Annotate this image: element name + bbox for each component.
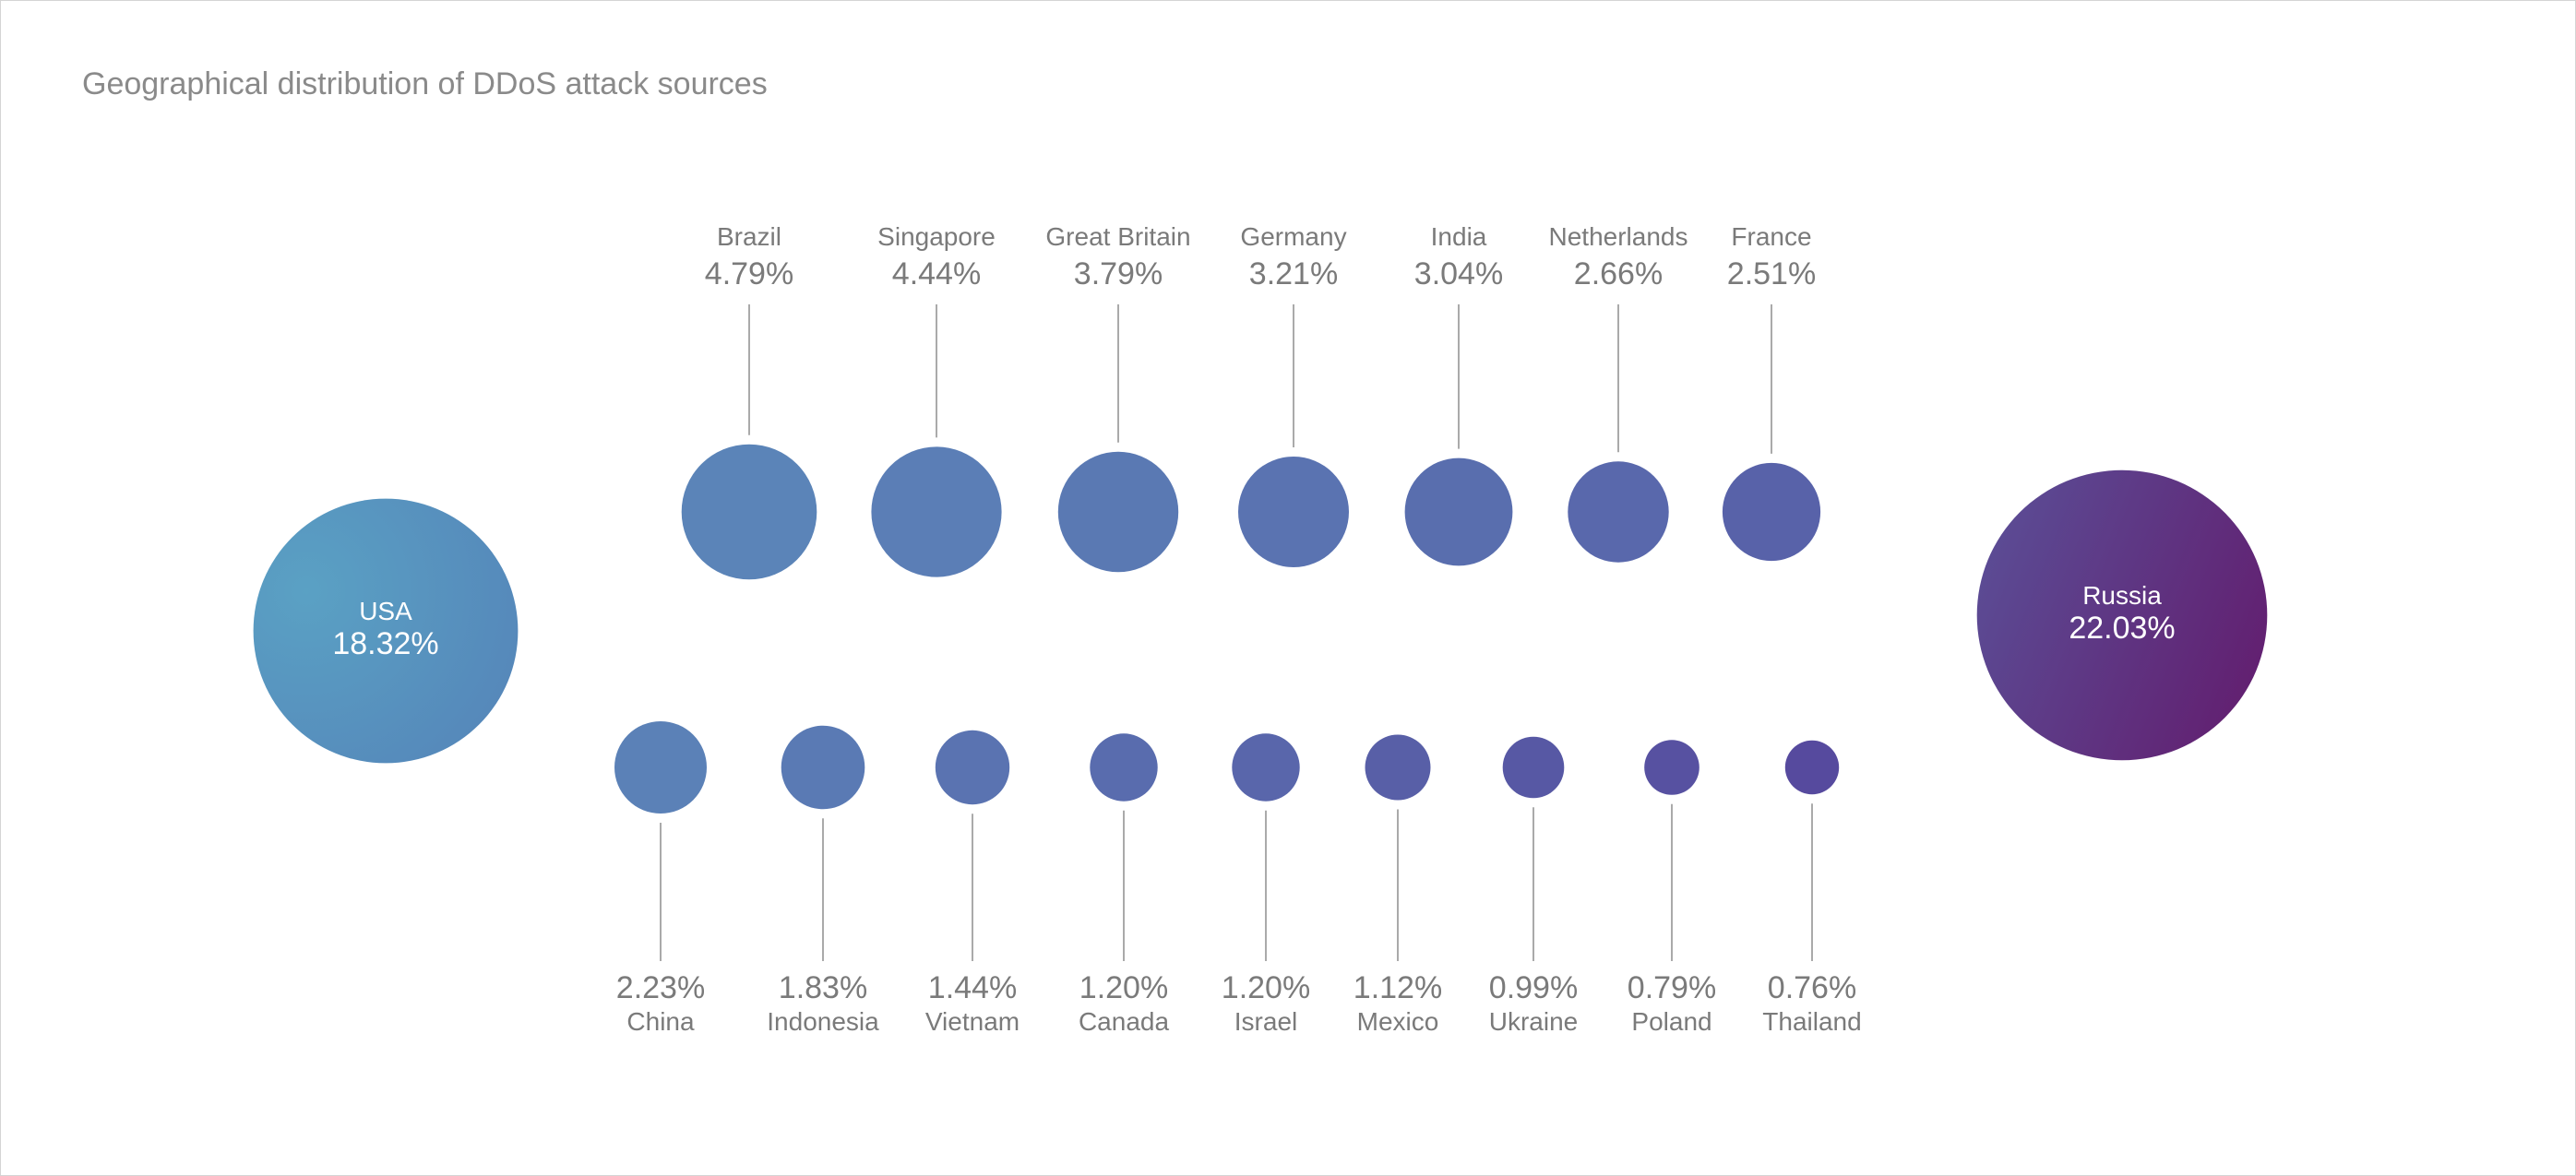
value-label-india: 3.04% bbox=[1414, 256, 1503, 291]
country-label-mexico: Mexico bbox=[1357, 1007, 1439, 1036]
country-label-israel: Israel bbox=[1234, 1007, 1297, 1036]
value-label-poland: 0.79% bbox=[1628, 970, 1716, 1005]
value-label-france: 2.51% bbox=[1727, 256, 1816, 291]
value-label-usa: 18.32% bbox=[332, 626, 438, 661]
country-label-usa: USA bbox=[359, 597, 412, 625]
bubble-netherlands bbox=[1568, 461, 1669, 563]
country-label-ukraine: Ukraine bbox=[1489, 1007, 1578, 1036]
value-label-mexico: 1.12% bbox=[1354, 970, 1442, 1005]
bubble-poland bbox=[1644, 740, 1699, 795]
bubble-brazil bbox=[681, 444, 817, 580]
value-label-great-britain: 3.79% bbox=[1074, 256, 1163, 291]
bubble-thailand bbox=[1784, 740, 1840, 795]
bubble-germany bbox=[1238, 457, 1349, 567]
country-label-brazil: Brazil bbox=[717, 222, 781, 251]
value-label-netherlands: 2.66% bbox=[1574, 256, 1663, 291]
country-label-indonesia: Indonesia bbox=[767, 1007, 879, 1036]
bubble-canada bbox=[1090, 733, 1158, 802]
value-label-brazil: 4.79% bbox=[705, 256, 793, 291]
value-label-canada: 1.20% bbox=[1079, 970, 1168, 1005]
value-label-china: 2.23% bbox=[616, 970, 705, 1005]
bubble-france bbox=[1722, 462, 1821, 562]
value-label-singapore: 4.44% bbox=[892, 256, 981, 291]
bubble-israel bbox=[1232, 733, 1300, 802]
bubble-china bbox=[614, 721, 707, 814]
bubble-singapore bbox=[871, 446, 1002, 577]
country-label-thailand: Thailand bbox=[1762, 1007, 1861, 1036]
country-label-great-britain: Great Britain bbox=[1045, 222, 1190, 251]
country-label-russia: Russia bbox=[2082, 581, 2162, 610]
bubble-indonesia bbox=[781, 725, 865, 810]
country-label-germany: Germany bbox=[1240, 222, 1346, 251]
bubble-usa bbox=[253, 498, 519, 764]
value-label-russia: 22.03% bbox=[2069, 611, 2175, 646]
country-label-france: France bbox=[1731, 222, 1811, 251]
value-label-indonesia: 1.83% bbox=[779, 970, 867, 1005]
country-label-vietnam: Vietnam bbox=[925, 1007, 1020, 1036]
country-label-china: China bbox=[626, 1007, 695, 1036]
country-label-singapore: Singapore bbox=[877, 222, 996, 251]
bubble-russia bbox=[1976, 469, 2268, 761]
country-label-poland: Poland bbox=[1631, 1007, 1711, 1036]
bubble-india bbox=[1404, 457, 1513, 566]
country-label-india: India bbox=[1431, 222, 1487, 251]
bubble-ukraine bbox=[1502, 736, 1565, 799]
value-label-vietnam: 1.44% bbox=[928, 970, 1017, 1005]
chart-title: Geographical distribution of DDoS attack… bbox=[82, 66, 768, 101]
bubble-mexico bbox=[1365, 734, 1431, 801]
country-label-canada: Canada bbox=[1079, 1007, 1170, 1036]
value-label-germany: 3.21% bbox=[1249, 256, 1338, 291]
value-label-thailand: 0.76% bbox=[1768, 970, 1856, 1005]
bubble-great-britain bbox=[1057, 451, 1179, 573]
value-label-israel: 1.20% bbox=[1222, 970, 1310, 1005]
value-label-ukraine: 0.99% bbox=[1489, 970, 1578, 1005]
bubble-vietnam bbox=[935, 730, 1010, 805]
country-label-netherlands: Netherlands bbox=[1549, 222, 1688, 251]
